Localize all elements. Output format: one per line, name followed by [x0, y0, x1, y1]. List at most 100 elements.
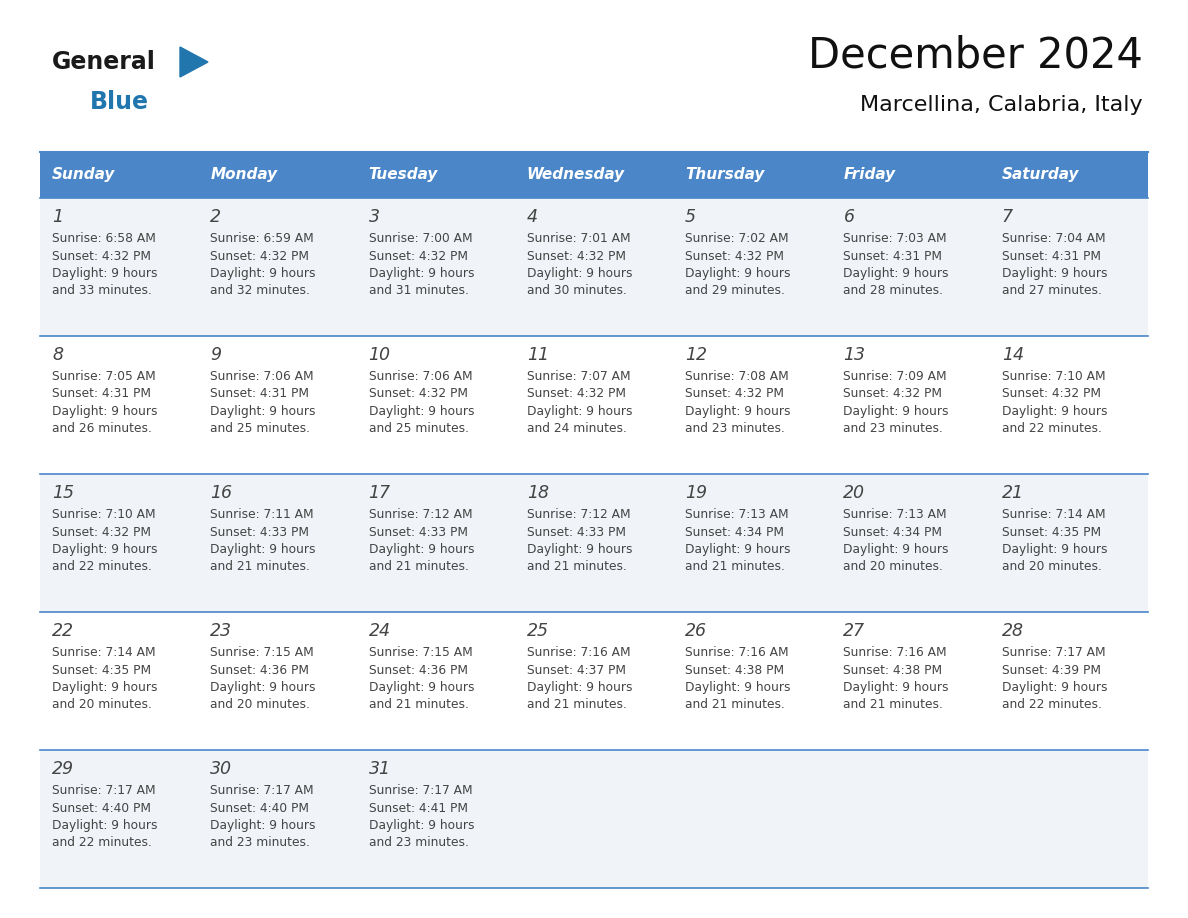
- Text: Sunrise: 7:04 AM: Sunrise: 7:04 AM: [1001, 232, 1105, 245]
- Text: and 22 minutes.: and 22 minutes.: [1001, 699, 1101, 711]
- Text: and 23 minutes.: and 23 minutes.: [210, 836, 310, 849]
- Text: and 28 minutes.: and 28 minutes.: [843, 285, 943, 297]
- Bar: [40, 336, 1148, 474]
- Text: Daylight: 9 hours: Daylight: 9 hours: [685, 267, 791, 280]
- Text: and 32 minutes.: and 32 minutes.: [210, 285, 310, 297]
- Text: Sunset: 4:32 PM: Sunset: 4:32 PM: [368, 250, 468, 263]
- Text: Sunrise: 7:07 AM: Sunrise: 7:07 AM: [526, 370, 631, 383]
- Text: 17: 17: [368, 484, 391, 502]
- Text: 16: 16: [210, 484, 233, 502]
- Text: Sunset: 4:39 PM: Sunset: 4:39 PM: [1001, 664, 1101, 677]
- Text: Sunset: 4:34 PM: Sunset: 4:34 PM: [685, 525, 784, 539]
- Text: Sunrise: 7:00 AM: Sunrise: 7:00 AM: [368, 232, 472, 245]
- Text: Daylight: 9 hours: Daylight: 9 hours: [210, 819, 316, 832]
- Text: Sunset: 4:31 PM: Sunset: 4:31 PM: [843, 250, 942, 263]
- Text: and 26 minutes.: and 26 minutes.: [52, 422, 152, 435]
- Text: Daylight: 9 hours: Daylight: 9 hours: [52, 267, 158, 280]
- Text: 15: 15: [52, 484, 74, 502]
- Text: Sunset: 4:35 PM: Sunset: 4:35 PM: [1001, 525, 1101, 539]
- Polygon shape: [181, 47, 208, 77]
- Text: 20: 20: [843, 484, 865, 502]
- Text: Daylight: 9 hours: Daylight: 9 hours: [685, 405, 791, 418]
- Text: Wednesday: Wednesday: [526, 167, 625, 183]
- Text: 9: 9: [210, 346, 221, 364]
- Text: and 20 minutes.: and 20 minutes.: [52, 699, 152, 711]
- Text: 3: 3: [368, 208, 380, 226]
- Text: 1: 1: [52, 208, 63, 226]
- Bar: [40, 474, 1148, 612]
- Text: Daylight: 9 hours: Daylight: 9 hours: [843, 543, 949, 556]
- Text: Sunset: 4:32 PM: Sunset: 4:32 PM: [1001, 387, 1101, 400]
- Text: and 31 minutes.: and 31 minutes.: [368, 285, 468, 297]
- Text: and 21 minutes.: and 21 minutes.: [843, 699, 943, 711]
- Text: Sunrise: 7:03 AM: Sunrise: 7:03 AM: [843, 232, 947, 245]
- Text: Sunrise: 6:58 AM: Sunrise: 6:58 AM: [52, 232, 156, 245]
- Text: 27: 27: [843, 622, 865, 640]
- Bar: [40, 198, 1148, 336]
- Text: Daylight: 9 hours: Daylight: 9 hours: [368, 267, 474, 280]
- Text: Sunset: 4:38 PM: Sunset: 4:38 PM: [843, 664, 942, 677]
- Text: Sunset: 4:32 PM: Sunset: 4:32 PM: [52, 525, 151, 539]
- Text: Sunrise: 7:15 AM: Sunrise: 7:15 AM: [210, 646, 314, 659]
- Text: 29: 29: [52, 760, 74, 778]
- Text: and 21 minutes.: and 21 minutes.: [685, 699, 785, 711]
- Text: 10: 10: [368, 346, 391, 364]
- Text: Sunrise: 7:17 AM: Sunrise: 7:17 AM: [1001, 646, 1105, 659]
- Text: General: General: [52, 50, 156, 74]
- Text: Daylight: 9 hours: Daylight: 9 hours: [526, 681, 632, 694]
- Text: Daylight: 9 hours: Daylight: 9 hours: [1001, 543, 1107, 556]
- Text: Daylight: 9 hours: Daylight: 9 hours: [52, 681, 158, 694]
- Text: Sunrise: 7:17 AM: Sunrise: 7:17 AM: [52, 784, 156, 797]
- Text: and 22 minutes.: and 22 minutes.: [52, 561, 152, 574]
- Text: Daylight: 9 hours: Daylight: 9 hours: [210, 267, 316, 280]
- Text: Daylight: 9 hours: Daylight: 9 hours: [210, 405, 316, 418]
- Text: Sunrise: 7:14 AM: Sunrise: 7:14 AM: [52, 646, 156, 659]
- Text: 25: 25: [526, 622, 549, 640]
- Text: Daylight: 9 hours: Daylight: 9 hours: [210, 543, 316, 556]
- Text: 2: 2: [210, 208, 221, 226]
- Text: 8: 8: [52, 346, 63, 364]
- Text: Daylight: 9 hours: Daylight: 9 hours: [52, 543, 158, 556]
- Text: Daylight: 9 hours: Daylight: 9 hours: [526, 405, 632, 418]
- Text: 24: 24: [368, 622, 391, 640]
- Text: Tuesday: Tuesday: [368, 167, 438, 183]
- Text: Sunrise: 7:08 AM: Sunrise: 7:08 AM: [685, 370, 789, 383]
- Text: Sunday: Sunday: [52, 167, 115, 183]
- Text: 30: 30: [210, 760, 233, 778]
- Text: Daylight: 9 hours: Daylight: 9 hours: [526, 267, 632, 280]
- Text: and 23 minutes.: and 23 minutes.: [368, 836, 468, 849]
- Text: Sunrise: 7:15 AM: Sunrise: 7:15 AM: [368, 646, 473, 659]
- Text: Sunset: 4:33 PM: Sunset: 4:33 PM: [526, 525, 626, 539]
- Text: Friday: Friday: [843, 167, 896, 183]
- Text: and 33 minutes.: and 33 minutes.: [52, 285, 152, 297]
- Text: and 21 minutes.: and 21 minutes.: [368, 561, 468, 574]
- Text: and 21 minutes.: and 21 minutes.: [368, 699, 468, 711]
- Text: Daylight: 9 hours: Daylight: 9 hours: [685, 543, 791, 556]
- Text: Sunset: 4:31 PM: Sunset: 4:31 PM: [210, 387, 309, 400]
- Text: Sunrise: 7:09 AM: Sunrise: 7:09 AM: [843, 370, 947, 383]
- Bar: [40, 750, 1148, 888]
- Text: and 25 minutes.: and 25 minutes.: [368, 422, 468, 435]
- Text: 7: 7: [1001, 208, 1012, 226]
- Text: Saturday: Saturday: [1001, 167, 1079, 183]
- Text: Daylight: 9 hours: Daylight: 9 hours: [368, 405, 474, 418]
- Text: 28: 28: [1001, 622, 1024, 640]
- Text: Sunset: 4:32 PM: Sunset: 4:32 PM: [368, 387, 468, 400]
- Text: Sunset: 4:36 PM: Sunset: 4:36 PM: [368, 664, 468, 677]
- Text: December 2024: December 2024: [808, 34, 1143, 76]
- Text: Sunset: 4:32 PM: Sunset: 4:32 PM: [526, 250, 626, 263]
- Text: Sunrise: 7:06 AM: Sunrise: 7:06 AM: [210, 370, 314, 383]
- Text: 11: 11: [526, 346, 549, 364]
- Text: and 21 minutes.: and 21 minutes.: [685, 561, 785, 574]
- Text: Sunrise: 7:16 AM: Sunrise: 7:16 AM: [526, 646, 631, 659]
- Text: and 20 minutes.: and 20 minutes.: [843, 561, 943, 574]
- Text: Sunrise: 7:06 AM: Sunrise: 7:06 AM: [368, 370, 472, 383]
- Text: Sunrise: 7:17 AM: Sunrise: 7:17 AM: [368, 784, 472, 797]
- Text: 21: 21: [1001, 484, 1024, 502]
- Text: Daylight: 9 hours: Daylight: 9 hours: [843, 267, 949, 280]
- Text: and 21 minutes.: and 21 minutes.: [210, 561, 310, 574]
- Bar: [40, 152, 1148, 198]
- Text: Sunset: 4:38 PM: Sunset: 4:38 PM: [685, 664, 784, 677]
- Text: 19: 19: [685, 484, 707, 502]
- Text: and 21 minutes.: and 21 minutes.: [526, 561, 627, 574]
